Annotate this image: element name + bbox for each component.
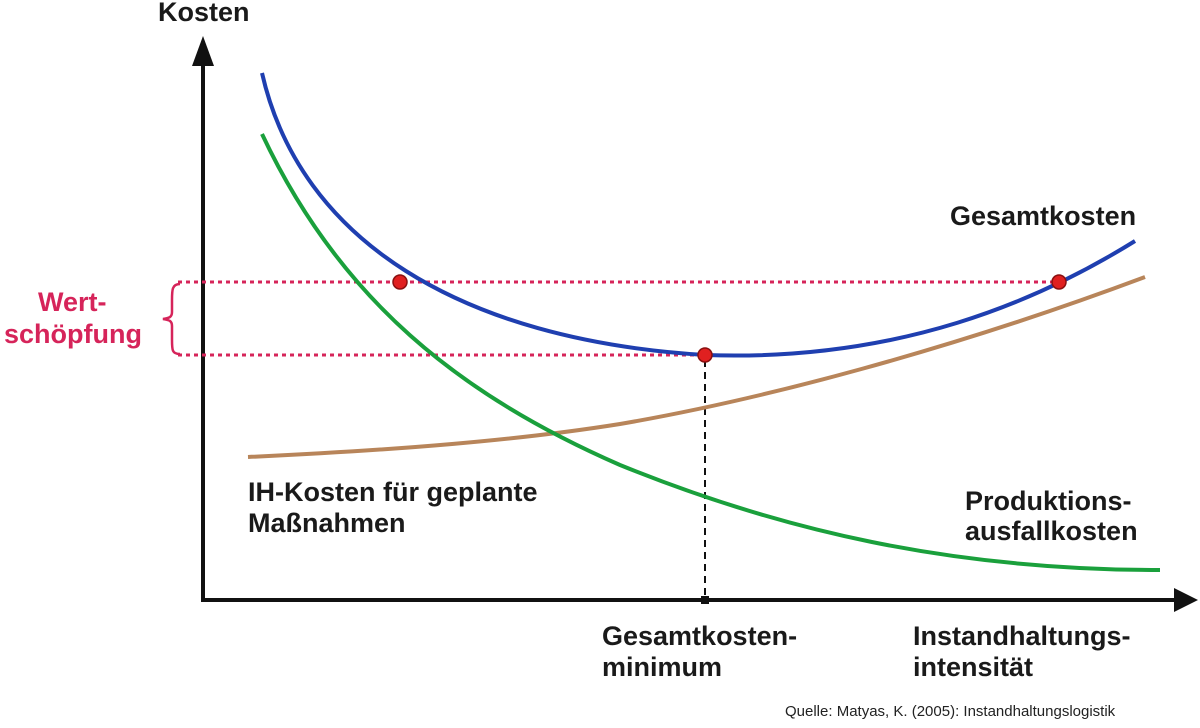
value-add-label-line1: Wert- <box>38 287 107 317</box>
marker-minimum <box>697 347 713 363</box>
total-cost-label: Gesamtkosten <box>950 201 1137 231</box>
maintenance-cost-curve <box>247 275 1146 459</box>
downtime-cost-curve <box>260 133 1161 572</box>
maintenance-cost-label-line1: IH-Kosten für geplante <box>248 477 538 507</box>
downtime-cost-label-line1: Produktions- <box>965 486 1132 516</box>
x-axis-label-line1: Instandhaltungs- <box>913 621 1131 651</box>
maintenance-cost-label-line2: Maßnahmen <box>248 508 406 538</box>
minimum-tick <box>701 596 709 604</box>
y-axis-label: Kosten <box>158 0 250 27</box>
minimum-label-line1: Gesamtkosten- <box>602 621 798 651</box>
downtime-cost-label-line2: ausfallkosten <box>965 516 1138 546</box>
minimum-label-line2: minimum <box>602 652 723 682</box>
x-axis-arrow-icon <box>1174 588 1198 612</box>
marker-left <box>392 274 408 290</box>
total-cost-curve <box>260 72 1137 358</box>
value-add-label-line2: schöpfung <box>4 319 142 349</box>
marker-right <box>1051 274 1067 290</box>
source-citation: Quelle: Matyas, K. (2005): Instandhaltun… <box>785 703 1116 720</box>
value-add-brace-icon <box>162 282 181 356</box>
x-axis-label-line2: intensität <box>913 652 1034 682</box>
y-axis-arrow-icon <box>192 36 214 66</box>
